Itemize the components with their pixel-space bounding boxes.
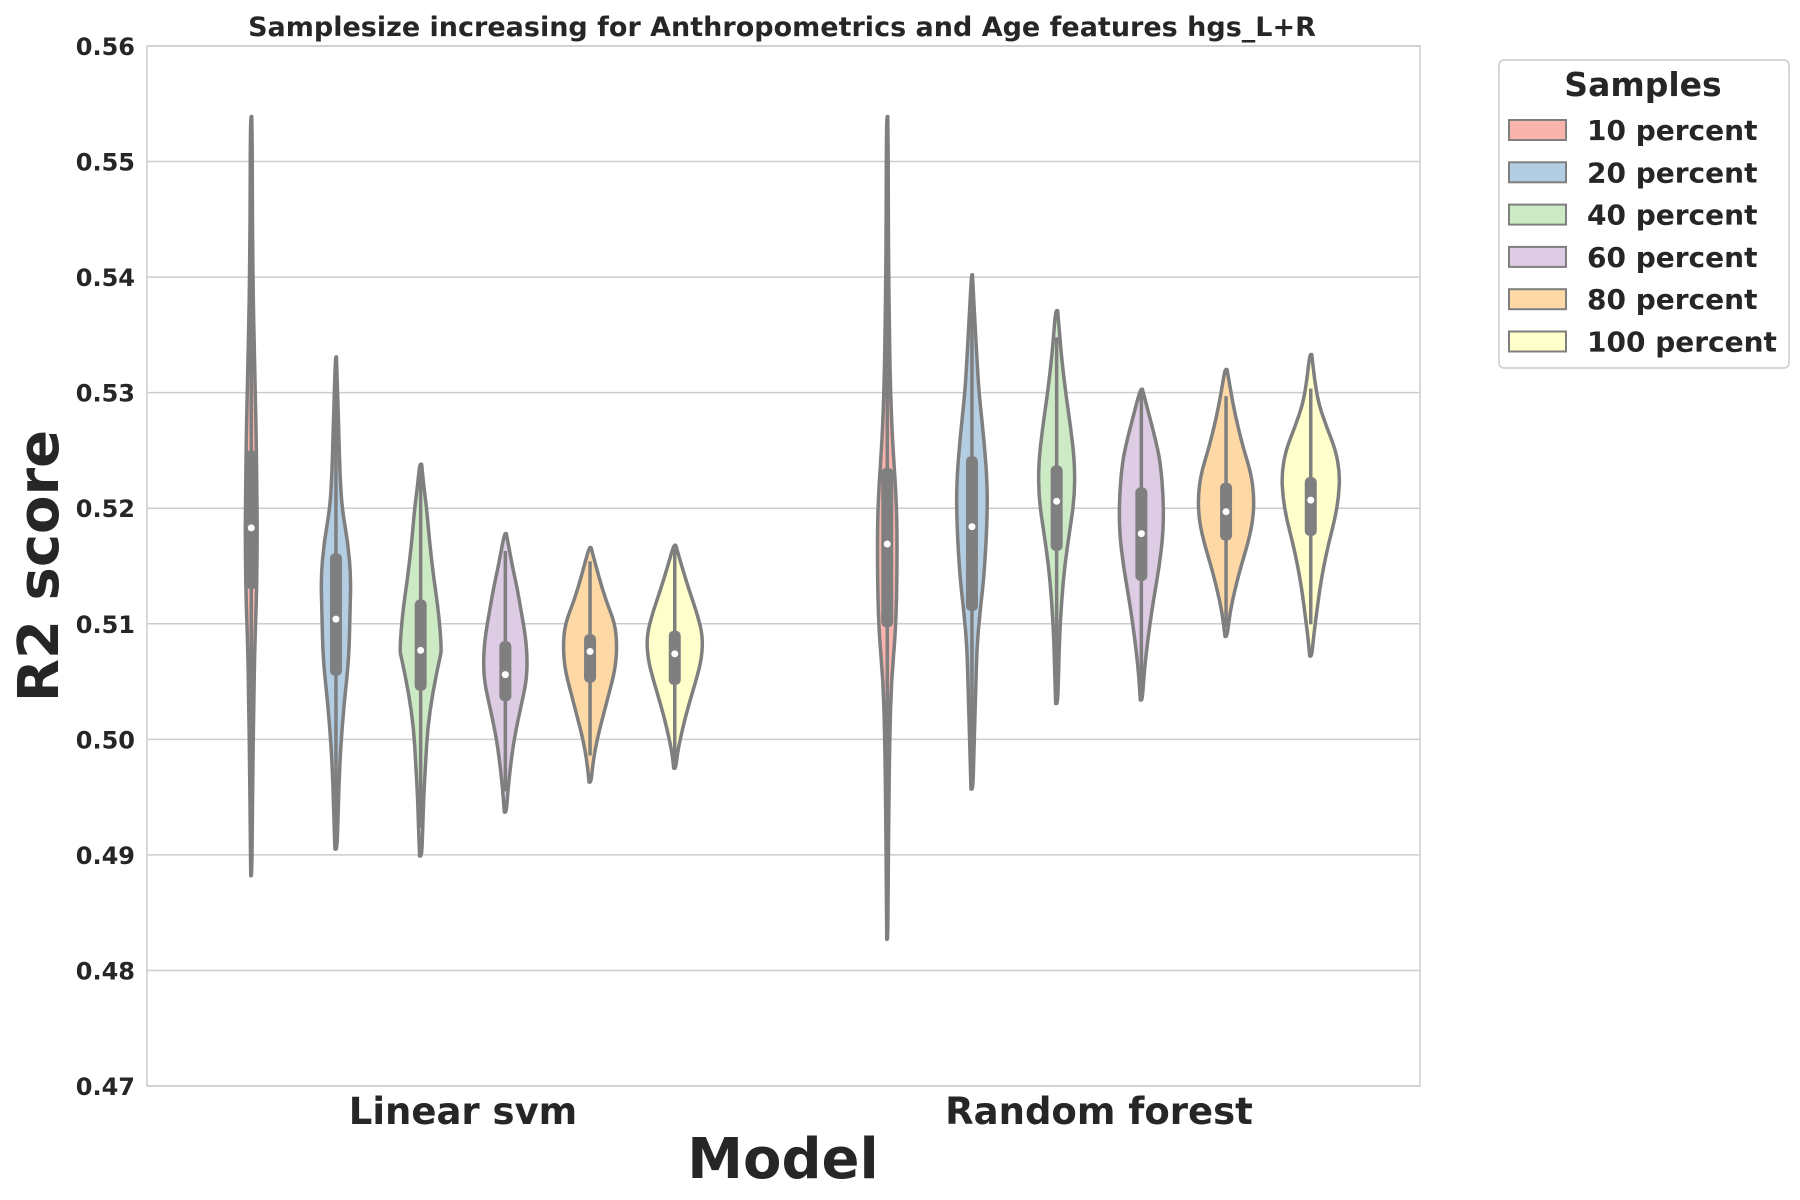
violin-iqr-box xyxy=(245,450,258,590)
x-axis-title: Model xyxy=(687,1127,878,1192)
y-axis-ticks: 0.47 0.48 0.49 0.50 0.51 0.52 0.53 0.54 0.55 0.56 xyxy=(76,33,135,1101)
y-tick-label: 0.48 xyxy=(76,957,135,985)
violin-median-dot xyxy=(586,648,594,656)
violin-iqr-box xyxy=(965,456,978,612)
legend-label: 20 percent xyxy=(1587,156,1757,189)
violin-median-dot xyxy=(501,671,509,679)
violin-iqr-box xyxy=(1050,465,1063,551)
legend-swatch xyxy=(1508,288,1567,311)
legend: Samples 10 percent 20 percent 40 percent 60… xyxy=(1498,59,1790,369)
plot-frame xyxy=(146,45,1421,1087)
violin-median-dot xyxy=(883,540,891,548)
violin-median-dot xyxy=(417,646,425,654)
legend-label: 10 percent xyxy=(1587,114,1757,147)
legend-label: 60 percent xyxy=(1587,241,1757,274)
violin-iqr-box xyxy=(329,553,342,676)
violin-iqr-box xyxy=(1304,477,1317,536)
violin-median-dot xyxy=(671,650,679,658)
x-category-label: Random forest xyxy=(945,1090,1253,1133)
violin-median-dot xyxy=(968,523,976,531)
y-tick-label: 0.53 xyxy=(76,380,135,408)
y-tick-label: 0.54 xyxy=(76,264,135,292)
violin-iqr-box xyxy=(668,630,681,686)
legend-title: Samples xyxy=(1564,65,1721,104)
violin-median-dot xyxy=(1137,530,1145,538)
chart-title: Samplesize increasing for Anthropometric… xyxy=(248,12,1316,43)
y-tick-label: 0.56 xyxy=(76,33,135,61)
violin-median-dot xyxy=(332,615,340,623)
legend-label: 100 percent xyxy=(1587,326,1777,359)
violin-iqr-box xyxy=(414,599,427,691)
legend-swatch xyxy=(1508,161,1567,184)
y-tick-label: 0.50 xyxy=(76,726,135,754)
y-tick-label: 0.49 xyxy=(76,842,135,870)
legend-items: 10 percent 20 percent 40 percent 60 percent… xyxy=(1508,114,1777,359)
y-tick-label: 0.55 xyxy=(76,149,135,177)
violin-median-dot xyxy=(1222,508,1230,516)
y-tick-label: 0.52 xyxy=(76,495,135,523)
legend-label: 80 percent xyxy=(1587,283,1757,316)
violin-iqr-box xyxy=(584,634,597,683)
legend-swatch xyxy=(1508,245,1567,268)
y-axis-title: R2 score xyxy=(7,430,72,702)
legend-swatch xyxy=(1508,119,1567,141)
x-category-label: Linear svm xyxy=(349,1090,578,1133)
legend-swatch xyxy=(1508,330,1567,353)
violin-median-dot xyxy=(247,524,255,532)
violin-median-dot xyxy=(1307,496,1315,504)
legend-label: 40 percent xyxy=(1587,199,1757,232)
y-tick-label: 0.47 xyxy=(76,1073,135,1101)
violin-median-dot xyxy=(1053,497,1061,505)
legend-swatch xyxy=(1508,203,1567,226)
legend-box xyxy=(1498,59,1790,369)
violins xyxy=(243,114,1342,941)
y-tick-label: 0.51 xyxy=(76,611,135,639)
x-axis-categories: Linear svm Random forest xyxy=(349,1090,1253,1133)
